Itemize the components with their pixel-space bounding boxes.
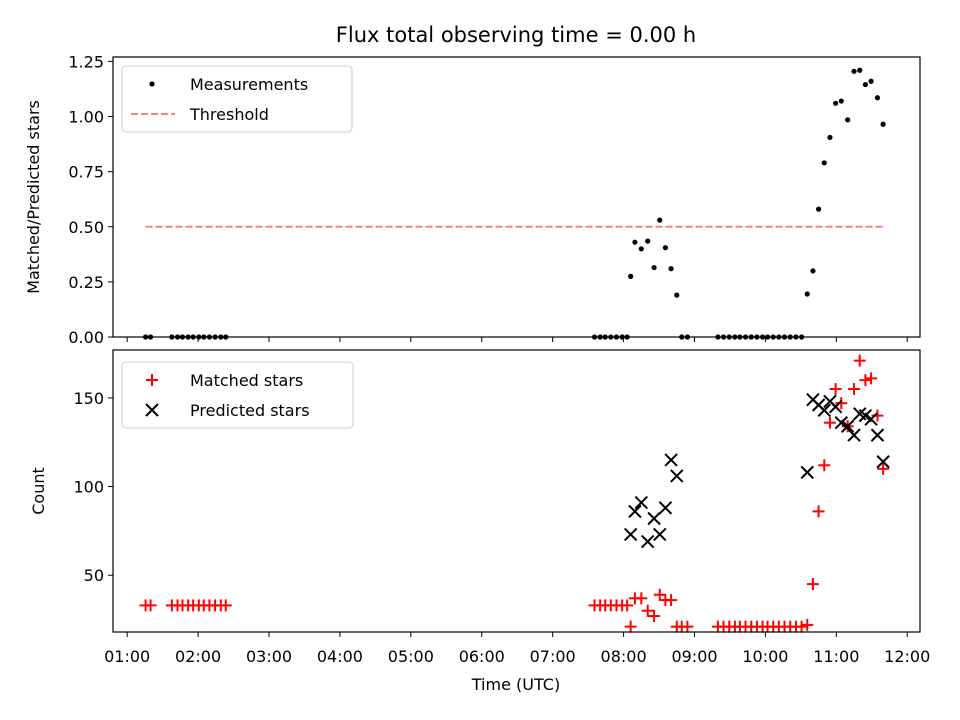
measurement-point (805, 291, 810, 296)
measurement-point (833, 101, 838, 106)
top-y-tick-label: 1.25 (68, 52, 104, 71)
x-tick-label: 11:00 (813, 647, 859, 666)
measurement-point (839, 98, 844, 103)
measurement-point (632, 240, 637, 245)
x-axis-label: Time (UTC) (471, 675, 560, 694)
measurement-point (857, 68, 862, 73)
top-y-tick-label: 0.75 (68, 163, 104, 182)
measurement-point (863, 82, 868, 87)
bottom-y-tick-label: 50 (84, 566, 104, 585)
predicted-legend-label: Predicted stars (190, 401, 310, 420)
top-y-tick-label: 0.25 (68, 273, 104, 292)
x-tick-label: 04:00 (317, 647, 363, 666)
top-y-axis-label: Matched/Predicted stars (24, 100, 43, 294)
x-tick-label: 03:00 (246, 647, 292, 666)
measurement-point (628, 274, 633, 279)
measurement-point (827, 135, 832, 140)
bottom-y-axis-label: Count (29, 467, 48, 515)
measurement-point (822, 160, 827, 165)
measurement-point (668, 266, 673, 271)
x-tick-label: 05:00 (388, 647, 434, 666)
measurement-point (816, 207, 821, 212)
threshold-legend-label: Threshold (189, 105, 269, 124)
measurements-legend-label: Measurements (190, 75, 308, 94)
measurement-point (645, 238, 650, 243)
x-tick-label: 10:00 (742, 647, 788, 666)
measurement-point (845, 117, 850, 122)
x-tick-label: 12:00 (884, 647, 930, 666)
measurement-point (657, 218, 662, 223)
x-tick-label: 09:00 (671, 647, 717, 666)
x-tick-label: 07:00 (530, 647, 576, 666)
chart-title: Flux total observing time = 0.00 h (336, 23, 696, 47)
measurement-point (651, 265, 656, 270)
x-tick-label: 08:00 (601, 647, 647, 666)
bottom-y-tick-label: 100 (73, 478, 104, 497)
bottom-legend: Matched stars Predicted stars (122, 362, 353, 428)
top-y-tick-label: 1.00 (68, 108, 104, 127)
measurement-point (851, 69, 856, 74)
measurements-legend-marker (149, 81, 154, 86)
top-legend: Measurements Threshold (122, 66, 352, 132)
matched-legend-label: Matched stars (190, 371, 303, 390)
bottom-y-tick-label: 150 (73, 389, 104, 408)
figure: Flux total observing time = 0.00 h Match… (0, 0, 960, 720)
measurement-point (881, 122, 886, 127)
measurement-point (639, 246, 644, 251)
measurement-point (868, 79, 873, 84)
top-y-tick-label: 0.00 (68, 328, 104, 347)
x-tick-label: 02:00 (175, 647, 221, 666)
x-tick-label: 06:00 (459, 647, 505, 666)
measurement-point (875, 95, 880, 100)
top-y-tick-label: 0.50 (68, 218, 104, 237)
measurement-point (810, 268, 815, 273)
measurement-point (663, 245, 668, 250)
measurement-point (674, 293, 679, 298)
x-tick-label: 01:00 (104, 647, 150, 666)
